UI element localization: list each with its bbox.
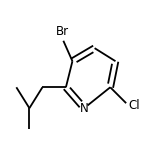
Text: Br: Br [55, 25, 69, 38]
Text: Cl: Cl [129, 99, 140, 112]
Text: N: N [80, 102, 89, 115]
